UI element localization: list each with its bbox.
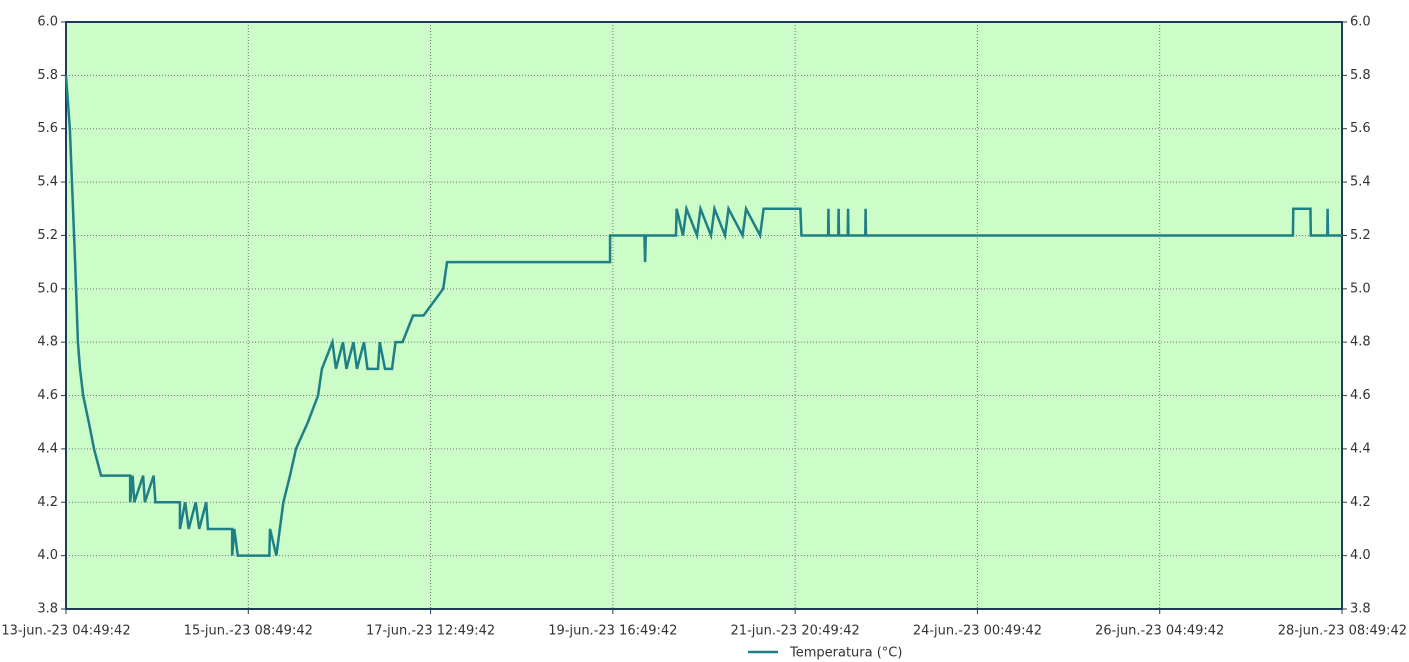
y2-tick-label: 5.2 (1350, 228, 1371, 243)
plot-area (66, 22, 1342, 609)
plot-frame (65, 21, 1343, 610)
line (64, 75, 1342, 557)
y2-tick-label: 3.8 (1350, 602, 1371, 617)
y2-tick-label: 5.6 (1350, 121, 1371, 136)
y-tick-label: 4.8 (37, 335, 58, 350)
y-tick-label: 3.8 (37, 602, 58, 617)
y-tick-label: 5.2 (37, 228, 58, 243)
x-tick-label: 28-jun.-23 08:49:42 (1278, 624, 1407, 639)
x-tick-label: 24-jun.-23 00:49:42 (913, 624, 1042, 639)
x-tick-label: 15-jun.-23 08:49:42 (184, 624, 313, 639)
y-tick-label: 5.4 (37, 175, 58, 190)
y2-tick-label: 5.8 (1350, 68, 1371, 83)
y2-tick-label: 4.6 (1350, 388, 1371, 403)
x-tick-label: 26-jun.-23 04:49:42 (1095, 624, 1224, 639)
y-tick-label: 5.0 (37, 281, 58, 296)
x-tick-label: 17-jun.-23 12:49:42 (366, 624, 495, 639)
y2-tick-label: 4.2 (1350, 495, 1371, 510)
y2-tick-label: 5.4 (1350, 175, 1371, 190)
y-tick-label: 4.6 (37, 388, 58, 403)
x-tick-label: 19-jun.-23 16:49:42 (548, 624, 677, 639)
y-tick-label: 4.2 (37, 495, 58, 510)
y2-tick-label: 5.0 (1350, 281, 1371, 296)
legend-label: Temperatura (°C) (789, 646, 902, 661)
y-tick-label: 6.0 (37, 15, 58, 30)
y2-tick-label: 4.0 (1350, 548, 1371, 563)
y2-tick-label: 4.8 (1350, 335, 1371, 350)
x-tick-label: 21-jun.-23 20:49:42 (731, 624, 860, 639)
y2-tick-label: 6.0 (1350, 15, 1371, 30)
y-tick-label: 5.8 (37, 68, 58, 83)
y-tick-label: 4.4 (37, 441, 58, 456)
y-tick-label: 5.6 (37, 121, 58, 136)
y2-tick-label: 4.4 (1350, 441, 1371, 456)
y-tick-label: 4.0 (37, 548, 58, 563)
x-tick-label: 13-jun.-23 04:49:42 (1, 624, 130, 639)
